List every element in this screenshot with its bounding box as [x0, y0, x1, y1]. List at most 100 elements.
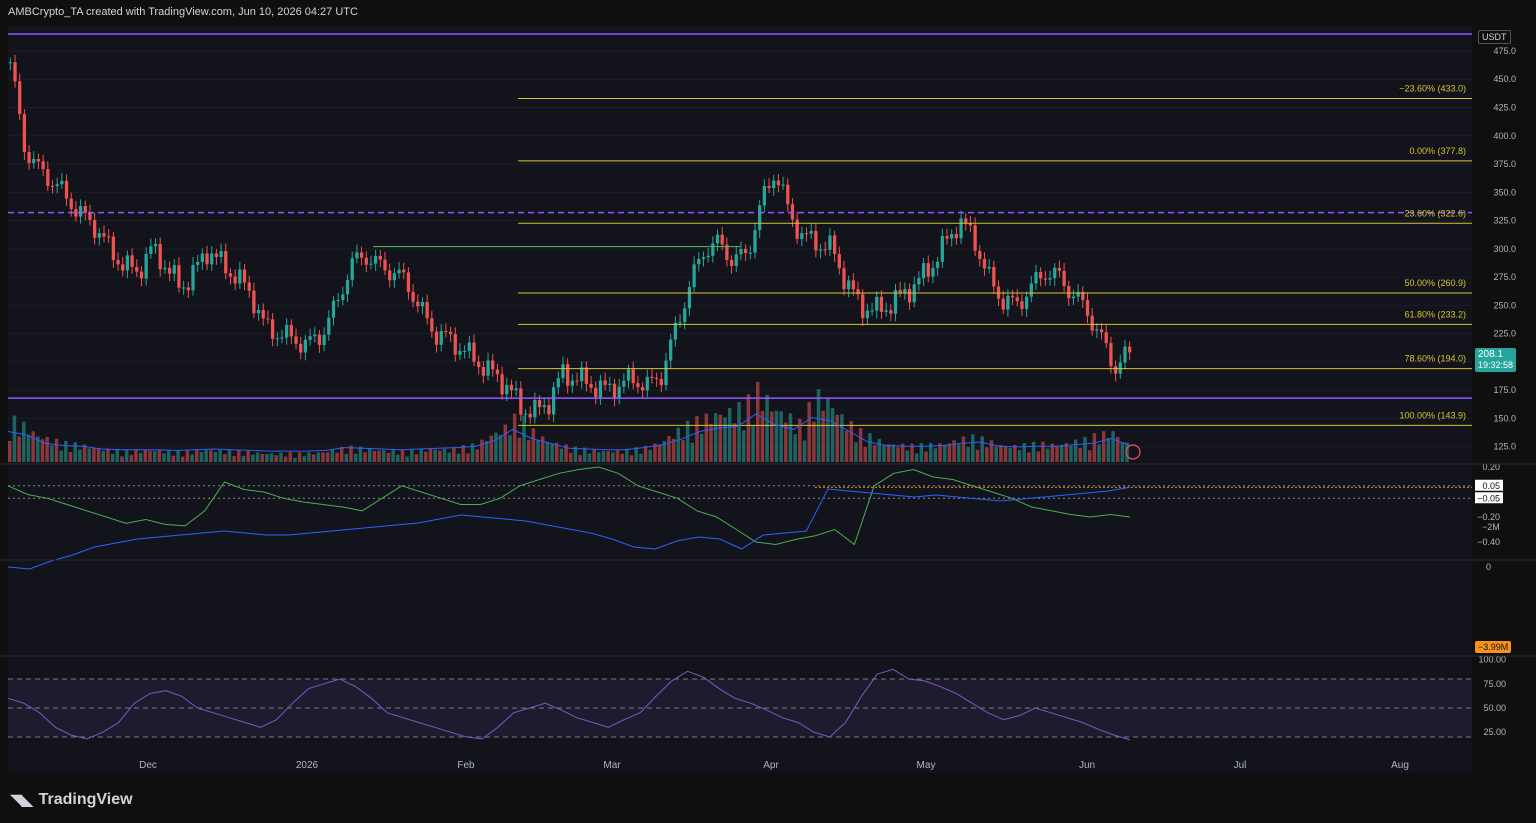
candle-body	[950, 233, 954, 239]
candle-body	[706, 255, 710, 258]
volume-bar	[685, 420, 690, 462]
candle-body	[83, 206, 87, 213]
candle-body	[603, 380, 607, 385]
candle-body	[1010, 295, 1015, 298]
volume-bar	[564, 444, 568, 462]
symbol-legend[interactable]: TAO / TetherUS · 1D · Binance O206.2 H21…	[14, 28, 467, 39]
candle-body	[856, 289, 860, 295]
candle-body	[397, 269, 401, 274]
candle-body	[228, 273, 233, 277]
candle-body	[364, 257, 368, 265]
volume-bar	[1083, 436, 1087, 462]
candle-body	[687, 287, 692, 309]
volume-bar	[1092, 433, 1097, 462]
mfi-legend[interactable]: MFI (14) 17.17	[14, 662, 80, 673]
volume-legend[interactable]: Vol · TAO (20) 8.33K 117.99K	[14, 41, 145, 52]
volume-bar	[606, 451, 610, 462]
volume-bar	[152, 451, 157, 462]
volume-bar	[31, 431, 35, 462]
volume-bar	[643, 445, 648, 462]
obv-legend[interactable]: OBV −3.88M	[14, 566, 72, 577]
volume-bar	[274, 455, 278, 462]
volume-bar	[110, 453, 115, 462]
volume-bar	[793, 434, 797, 462]
candle-body	[392, 273, 397, 281]
volume-bar	[1111, 431, 1115, 462]
candle-body	[1099, 329, 1104, 333]
candle-body	[968, 222, 973, 226]
volume-bar	[255, 452, 260, 462]
time-tick-label: May	[917, 760, 936, 771]
volume-bar	[751, 424, 755, 462]
volume-bar	[634, 447, 638, 462]
volume-bar	[382, 450, 386, 462]
candle-body	[27, 152, 31, 164]
volume-bar	[891, 444, 896, 462]
candle-body	[523, 413, 528, 415]
volume-bar	[727, 407, 732, 462]
volume-bar	[583, 447, 587, 462]
candle-body	[533, 400, 537, 418]
candle-body	[1029, 283, 1033, 297]
candle-body	[434, 331, 439, 345]
candle-body	[622, 380, 626, 387]
candle-body	[828, 235, 832, 250]
chart-credit: AMBCrypto_TA created with TradingView.co…	[8, 6, 358, 18]
candle-body	[388, 270, 392, 281]
candle-body	[1123, 346, 1127, 363]
cmf-pane	[8, 465, 1472, 559]
volume-bar	[882, 445, 886, 462]
volume-bar	[835, 414, 839, 462]
volume-bar	[1097, 444, 1101, 462]
volume-bar	[36, 436, 40, 462]
volume-bar	[788, 413, 793, 462]
candle-body	[303, 339, 308, 353]
volume-bar	[143, 449, 148, 462]
volume-bar	[919, 443, 924, 462]
price-tick-label: 400.0	[1493, 131, 1516, 141]
candle-body	[875, 296, 879, 311]
candle-body	[767, 186, 771, 189]
tradingview-logo[interactable]: ◥◣ TradingView	[10, 790, 133, 810]
volume-bar	[8, 441, 12, 462]
currency-label[interactable]: USDT	[1478, 30, 1511, 44]
volume-bar	[87, 448, 91, 462]
volume-bar	[227, 449, 232, 462]
volume-bar	[999, 445, 1003, 462]
volume-bar	[40, 439, 45, 462]
volume-bar	[1069, 446, 1073, 462]
volume-bar	[615, 450, 620, 462]
price-pane	[8, 26, 1472, 464]
candle-body	[107, 236, 111, 238]
candle-body	[917, 278, 921, 285]
volume-bar	[597, 452, 601, 462]
candle-body	[1043, 278, 1047, 280]
time-tick-label: Jul	[1234, 760, 1247, 771]
candle-body	[500, 374, 504, 395]
volume-bar	[232, 456, 236, 462]
volume-bar	[17, 436, 21, 462]
volume-bar	[363, 452, 367, 462]
cmf-lower-tag	[1475, 492, 1503, 504]
candle-body	[1057, 267, 1062, 271]
volume-bar	[914, 453, 919, 462]
candle-body	[739, 248, 743, 255]
volume-bar	[64, 440, 68, 462]
volume-bar	[629, 455, 634, 462]
volume-bar	[886, 444, 891, 462]
cmf-tick-label: −0.20	[1477, 512, 1500, 522]
volume-bar	[695, 416, 699, 462]
candle-body	[252, 290, 256, 314]
candle-body	[406, 272, 411, 292]
cmf-legend[interactable]: CMF (20) −0.20	[14, 470, 84, 481]
candle-body	[261, 309, 265, 319]
price-tick-label: 475.0	[1493, 46, 1516, 56]
volume-bar	[531, 428, 536, 462]
candle-body	[519, 388, 523, 415]
volume-bar	[68, 451, 73, 462]
candle-body	[940, 236, 944, 262]
candle-body	[22, 114, 27, 153]
candle-body	[196, 262, 200, 265]
time-tick-label: Jun	[1079, 760, 1095, 771]
